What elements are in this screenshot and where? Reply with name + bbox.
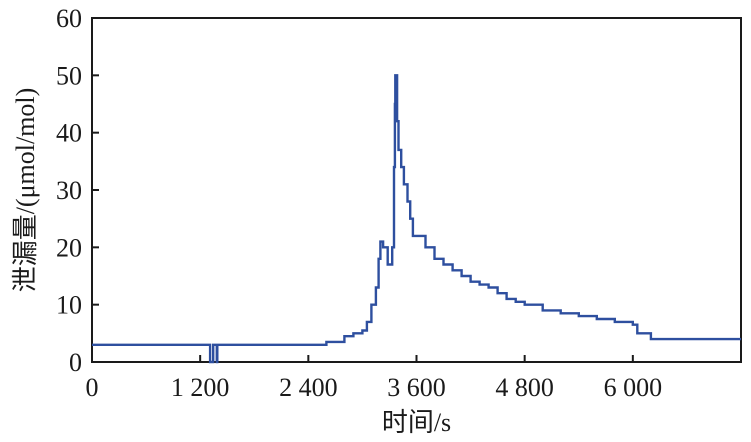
y-tick-label: 20 [56,233,82,262]
y-tick-label: 40 [56,119,82,148]
x-axis-title: 时间/s [382,408,451,437]
x-tick-label: 4 800 [495,373,554,402]
y-axis-title: 泄漏量/(μmol/mol) [11,88,40,293]
x-tick-label: 3 600 [387,373,446,402]
x-tick-label: 0 [86,373,99,402]
y-tick-label: 10 [56,291,82,320]
x-tick-label: 1 200 [171,373,230,402]
plot-frame [91,17,742,363]
x-tick-label: 6 000 [604,373,663,402]
x-tick-label: 2 400 [279,373,338,402]
y-tick-label: 0 [69,348,82,377]
y-tick-label: 60 [56,4,82,33]
y-tick-label: 30 [56,176,82,205]
leak-series-line [92,74,741,364]
y-tick-label: 50 [56,61,82,90]
